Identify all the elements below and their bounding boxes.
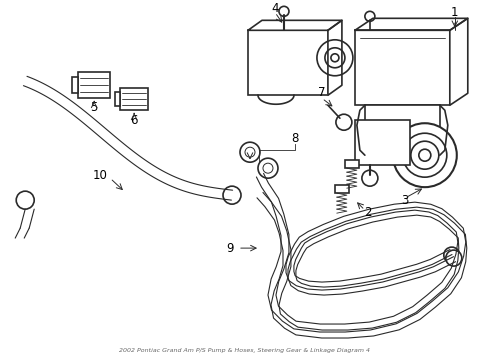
Bar [120, 88, 148, 110]
Text: 4: 4 [271, 2, 278, 15]
Circle shape [278, 6, 288, 16]
Text: 1: 1 [450, 6, 458, 19]
Circle shape [263, 163, 272, 173]
Circle shape [330, 54, 338, 62]
Bar [78, 72, 110, 98]
Bar [344, 160, 358, 168]
Bar [247, 30, 327, 95]
Polygon shape [449, 18, 467, 105]
Circle shape [392, 123, 456, 187]
Text: 9: 9 [226, 242, 233, 255]
Polygon shape [354, 18, 467, 30]
Circle shape [223, 186, 241, 204]
Bar [334, 185, 348, 193]
Circle shape [445, 250, 461, 266]
Circle shape [402, 133, 446, 177]
Circle shape [410, 141, 438, 169]
Polygon shape [247, 20, 341, 30]
Circle shape [244, 147, 254, 157]
Text: 2: 2 [364, 206, 371, 219]
Circle shape [240, 142, 260, 162]
Text: 6: 6 [130, 114, 138, 127]
Bar [72, 77, 78, 93]
Text: 10: 10 [93, 169, 107, 182]
Circle shape [335, 114, 351, 130]
Circle shape [361, 170, 377, 186]
Circle shape [16, 191, 34, 209]
Bar [354, 30, 449, 105]
Circle shape [418, 149, 430, 161]
Bar [115, 92, 120, 106]
Text: 2002 Pontiac Grand Am P/S Pump & Hoses, Steering Gear & Linkage Diagram 4: 2002 Pontiac Grand Am P/S Pump & Hoses, … [118, 347, 369, 352]
Text: 3: 3 [400, 194, 407, 207]
Bar [364, 105, 439, 160]
Text: 5: 5 [90, 101, 98, 114]
Circle shape [364, 11, 374, 21]
Circle shape [324, 48, 344, 68]
Bar [354, 120, 409, 165]
Text: 7: 7 [318, 86, 325, 99]
Circle shape [316, 40, 352, 76]
Text: 8: 8 [291, 132, 298, 145]
Polygon shape [327, 20, 341, 95]
Circle shape [443, 247, 459, 263]
Circle shape [258, 158, 277, 178]
